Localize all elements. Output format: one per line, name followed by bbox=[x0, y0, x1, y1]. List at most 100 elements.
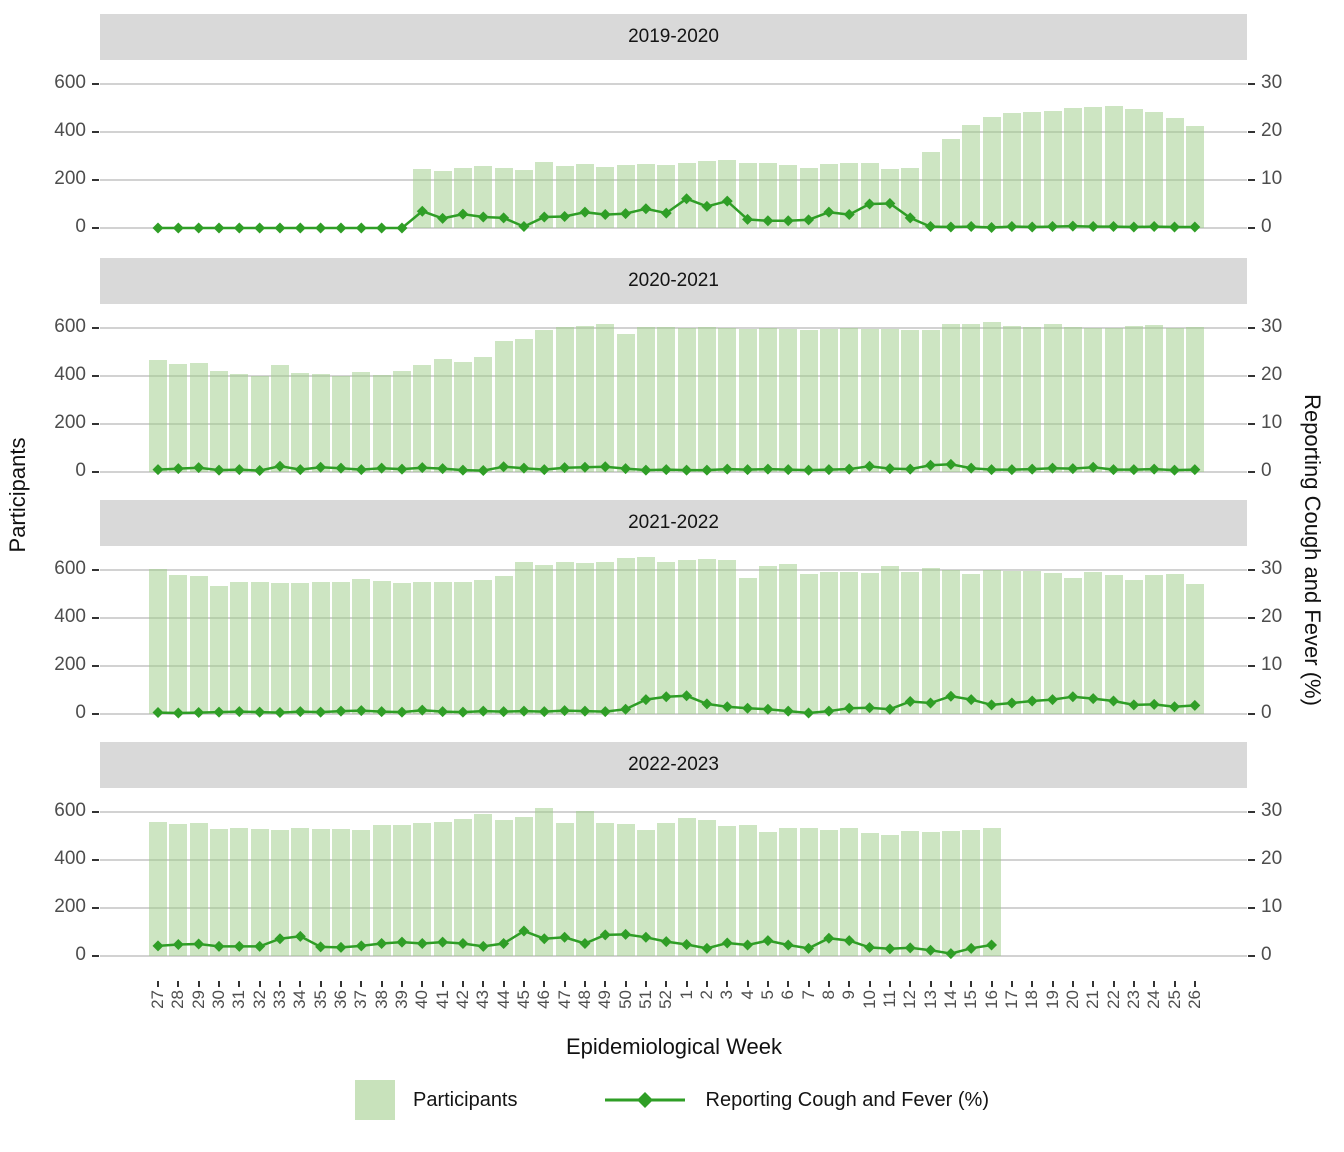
participants-bar bbox=[1023, 571, 1042, 714]
y-axis-tick bbox=[1248, 859, 1255, 861]
pct-line-point bbox=[843, 702, 855, 714]
participants-bar bbox=[352, 830, 371, 956]
participants-bar bbox=[433, 359, 452, 472]
pct-line-point bbox=[1026, 221, 1038, 233]
pct-line-point bbox=[843, 209, 855, 221]
x-axis-week-label: 41 bbox=[432, 990, 452, 1009]
pct-line-point bbox=[599, 461, 611, 473]
participants-bar bbox=[596, 324, 615, 472]
participants-bar bbox=[291, 583, 310, 714]
y-axis-right-label: 20 bbox=[1261, 120, 1283, 141]
x-axis-tick bbox=[868, 981, 871, 987]
participants-bar bbox=[169, 574, 188, 714]
y-axis-left-label: 200 bbox=[54, 168, 86, 189]
y-axis-tick bbox=[1248, 907, 1255, 909]
participants-bar bbox=[1145, 325, 1164, 472]
x-axis-week-label: 20 bbox=[1062, 990, 1082, 1009]
pct-line-point bbox=[172, 938, 184, 950]
pct-line-point bbox=[518, 925, 530, 937]
pct-line-point bbox=[945, 458, 957, 470]
pct-line-point bbox=[945, 690, 957, 702]
x-axis-tick bbox=[1173, 981, 1176, 987]
pct-line-point bbox=[152, 464, 164, 476]
x-axis-tick bbox=[1051, 981, 1054, 987]
participants-bar bbox=[291, 373, 310, 472]
x-axis-week-label: 51 bbox=[635, 990, 655, 1009]
participants-bar bbox=[982, 828, 1001, 956]
y-axis-tick bbox=[92, 955, 99, 957]
pct-line-point bbox=[172, 463, 184, 475]
pct-line-point bbox=[1128, 221, 1140, 233]
x-axis-tick bbox=[502, 981, 505, 987]
y-axis-tick bbox=[92, 327, 99, 329]
pct-line-point bbox=[925, 944, 937, 956]
y-axis-left-label: 600 bbox=[54, 72, 86, 93]
pct-line-point bbox=[599, 706, 611, 718]
participants-bar bbox=[413, 365, 432, 472]
participants-bar bbox=[494, 341, 513, 472]
participants-bar bbox=[331, 376, 350, 472]
participants-bar bbox=[1043, 324, 1062, 472]
pct-line-point bbox=[152, 222, 164, 234]
y-axis-tick bbox=[1248, 713, 1255, 715]
x-axis-tick bbox=[644, 981, 647, 987]
participants-bar bbox=[149, 360, 167, 472]
participants-bar bbox=[901, 167, 920, 228]
participants-bar bbox=[230, 374, 249, 472]
participants-bar bbox=[657, 326, 676, 472]
pct-line-point bbox=[864, 702, 876, 714]
pct-line-point bbox=[1087, 221, 1099, 233]
pct-line-point bbox=[376, 222, 388, 234]
pct-line-point bbox=[599, 209, 611, 221]
pct-line-point bbox=[925, 459, 937, 471]
participants-bar bbox=[941, 831, 960, 956]
x-axis-week-label: 17 bbox=[1001, 990, 1021, 1009]
participants-bar bbox=[636, 830, 655, 956]
pct-line-point bbox=[1026, 695, 1038, 707]
pct-line-point bbox=[742, 939, 754, 951]
x-axis-week-label: 40 bbox=[412, 990, 432, 1009]
pct-line-point bbox=[498, 706, 510, 718]
x-axis-tick bbox=[421, 981, 424, 987]
pct-line-point bbox=[274, 933, 286, 945]
participants-swatch bbox=[355, 1080, 395, 1120]
pct-line-point bbox=[457, 706, 469, 718]
participants-bar bbox=[1023, 112, 1042, 228]
participants-bar bbox=[941, 138, 960, 228]
pct-line-point bbox=[965, 694, 977, 706]
pct-line-point bbox=[315, 941, 327, 953]
x-axis-week-label: 29 bbox=[188, 990, 208, 1009]
participants-bar bbox=[169, 364, 188, 472]
pct-line-point bbox=[437, 936, 449, 948]
pct-line-point bbox=[233, 222, 245, 234]
pct-line-point bbox=[742, 464, 754, 476]
pct-line-point bbox=[701, 942, 713, 954]
participants-bar bbox=[494, 167, 513, 228]
pct-line-point bbox=[701, 464, 713, 476]
pct-line-point bbox=[864, 941, 876, 953]
participants-bar bbox=[718, 560, 737, 714]
pct-line-point bbox=[762, 463, 774, 475]
participants-bar bbox=[1002, 113, 1021, 228]
pct-line-point bbox=[803, 942, 815, 954]
pct-line-point bbox=[294, 464, 306, 476]
x-axis-week-label: 21 bbox=[1083, 990, 1103, 1009]
y-axis-tick bbox=[1248, 83, 1255, 85]
pct-line-point bbox=[660, 936, 672, 948]
y-axis-tick bbox=[1248, 569, 1255, 571]
participants-bar bbox=[1063, 578, 1082, 714]
participants-bar bbox=[1002, 325, 1021, 472]
pct-line-point bbox=[803, 707, 815, 719]
pct-line-point bbox=[457, 464, 469, 476]
participants-bar bbox=[697, 326, 716, 472]
y-left-axis-title: Participants bbox=[5, 437, 30, 553]
participants-bar bbox=[636, 326, 655, 472]
x-axis-tick bbox=[278, 981, 281, 987]
x-axis-tick bbox=[705, 981, 708, 987]
pct-line-point bbox=[254, 465, 266, 477]
pct-line-point bbox=[416, 462, 428, 474]
x-axis-tick bbox=[461, 981, 464, 987]
participants-bar bbox=[941, 570, 960, 714]
x-axis-tick bbox=[1112, 981, 1115, 987]
pct-line-point bbox=[1108, 221, 1120, 233]
